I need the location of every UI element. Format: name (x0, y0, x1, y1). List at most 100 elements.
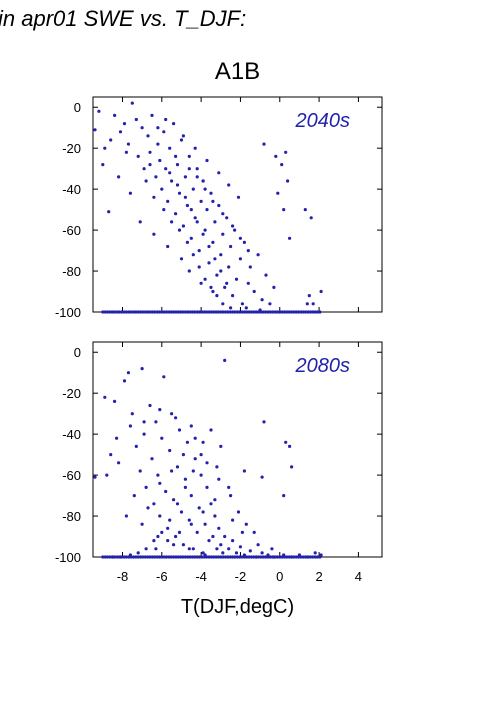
panel-2040s: 0 -20 -40 -60 -80 -100 2040s (55, 96, 383, 320)
data-point (231, 224, 235, 228)
data-point (168, 518, 172, 522)
x-tick-label: 4 (355, 569, 362, 584)
data-point (176, 310, 180, 314)
data-point (225, 281, 229, 285)
data-point (177, 228, 182, 232)
data-point (217, 477, 221, 481)
data-point (262, 420, 266, 424)
data-point (233, 310, 237, 314)
data-point (166, 539, 170, 543)
data-point (205, 555, 209, 559)
data-point (205, 158, 209, 163)
data-point (174, 154, 178, 158)
data-point (268, 555, 272, 559)
data-point (242, 555, 246, 559)
data-point (261, 310, 265, 314)
data-point (185, 440, 189, 444)
data-point (126, 142, 130, 146)
data-point (174, 555, 178, 559)
data-point (191, 187, 195, 191)
data-point (299, 310, 303, 314)
data-point (146, 506, 150, 510)
data-point (229, 244, 233, 249)
data-point (213, 220, 217, 224)
data-point (287, 310, 291, 314)
data-point (252, 289, 256, 294)
data-point (153, 555, 157, 559)
data-point (110, 310, 114, 314)
data-point (236, 195, 241, 199)
data-point (172, 310, 176, 314)
data-point (110, 555, 114, 559)
data-point (148, 403, 152, 408)
data-point (189, 522, 193, 526)
data-point (247, 555, 251, 559)
data-point (271, 555, 275, 559)
data-point (160, 310, 164, 314)
y-tick-label: 0 (74, 345, 81, 360)
data-point (185, 203, 189, 208)
data-point (158, 481, 162, 485)
data-point (193, 216, 197, 220)
data-point (148, 150, 152, 154)
data-point (181, 224, 185, 228)
data-point (162, 130, 166, 134)
data-point (212, 310, 216, 314)
data-point (318, 555, 322, 559)
data-point (115, 555, 119, 559)
data-point (97, 109, 101, 113)
data-point (235, 555, 239, 559)
data-point (183, 195, 187, 199)
data-point (134, 444, 138, 448)
data-point (229, 306, 233, 310)
data-point (124, 514, 128, 518)
data-point (150, 457, 154, 461)
data-point (217, 526, 221, 530)
data-point (187, 167, 191, 171)
data-point (140, 367, 144, 371)
data-point (189, 208, 193, 212)
data-point (207, 539, 211, 543)
data-point (207, 555, 211, 559)
data-point (154, 175, 158, 179)
data-point (273, 310, 277, 314)
data-point (193, 555, 197, 559)
data-point (148, 310, 152, 314)
data-point (183, 485, 187, 489)
data-point (181, 134, 185, 138)
data-point (139, 555, 143, 559)
data-point (205, 208, 209, 212)
data-point (195, 310, 199, 314)
data-point (117, 310, 121, 314)
data-point (215, 294, 219, 298)
data-point (221, 302, 225, 306)
data-point (242, 310, 246, 314)
data-point (261, 555, 265, 559)
data-point (290, 465, 294, 469)
data-point (248, 265, 252, 269)
data-point (193, 146, 197, 150)
data-point (297, 555, 301, 559)
data-point (191, 253, 195, 257)
data-point (164, 489, 168, 494)
data-point (156, 126, 160, 130)
data-point (177, 530, 182, 535)
data-point (175, 502, 180, 506)
data-point (233, 555, 237, 559)
data-point (109, 453, 113, 457)
data-point (201, 440, 205, 444)
data-point (202, 310, 206, 314)
data-point (276, 191, 280, 195)
data-point (229, 494, 233, 498)
data-point (288, 444, 292, 448)
data-point (225, 216, 229, 220)
data-point (282, 310, 287, 314)
x-tick-label: -4 (195, 569, 207, 584)
data-point (280, 555, 284, 559)
data-point (113, 399, 117, 403)
data-point (223, 534, 227, 539)
data-point (294, 555, 298, 559)
data-point (193, 310, 197, 314)
data-point (198, 555, 202, 559)
data-point (223, 555, 228, 559)
